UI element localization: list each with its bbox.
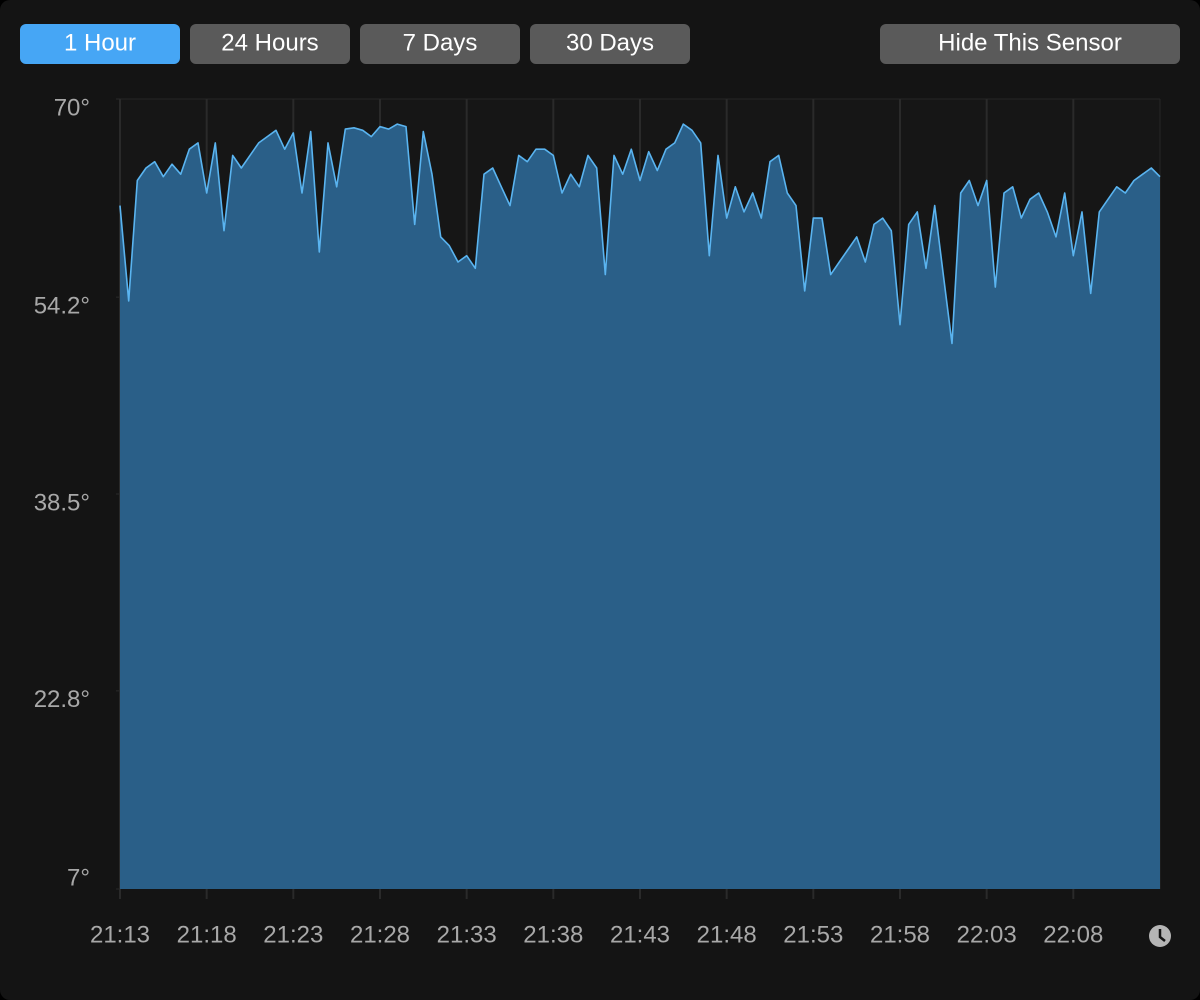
range-button[interactable] [20,24,180,64]
x-tick-label: 22:08 [1043,921,1103,948]
x-tick-label: 21:28 [350,921,410,948]
hide-button-label[interactable]: Hide This Sensor [938,29,1122,56]
x-tick-label: 21:48 [697,921,757,948]
x-tick-label: 21:53 [783,921,843,948]
y-tick-label: 7° [67,864,90,891]
range-button[interactable] [530,24,690,64]
range-button-label[interactable]: 30 Days [566,29,654,56]
range-button-label[interactable]: 7 Days [403,29,478,56]
clock-icon [1149,925,1171,947]
data-line [119,123,1161,345]
range-button-label[interactable]: 1 Hour [64,29,136,56]
x-tick-label: 21:58 [870,921,930,948]
range-button[interactable] [360,24,520,64]
x-tick-label: 21:18 [177,921,237,948]
x-tick-label: 22:03 [957,921,1017,948]
x-tick-label: 21:23 [263,921,323,948]
hide-button[interactable] [880,24,1180,64]
range-button-label[interactable]: 24 Hours [221,29,318,56]
y-tick-label: 70° [54,94,90,121]
y-tick-label: 38.5° [34,489,90,516]
area-fill [120,124,1160,890]
x-tick-label: 21:13 [90,921,150,948]
x-tick-label: 21:38 [523,921,583,948]
x-tick-label: 21:43 [610,921,670,948]
range-button[interactable] [190,24,350,64]
y-tick-label: 54.2° [34,292,90,319]
y-tick-label: 22.8° [34,686,90,713]
x-tick-label: 21:33 [437,921,497,948]
